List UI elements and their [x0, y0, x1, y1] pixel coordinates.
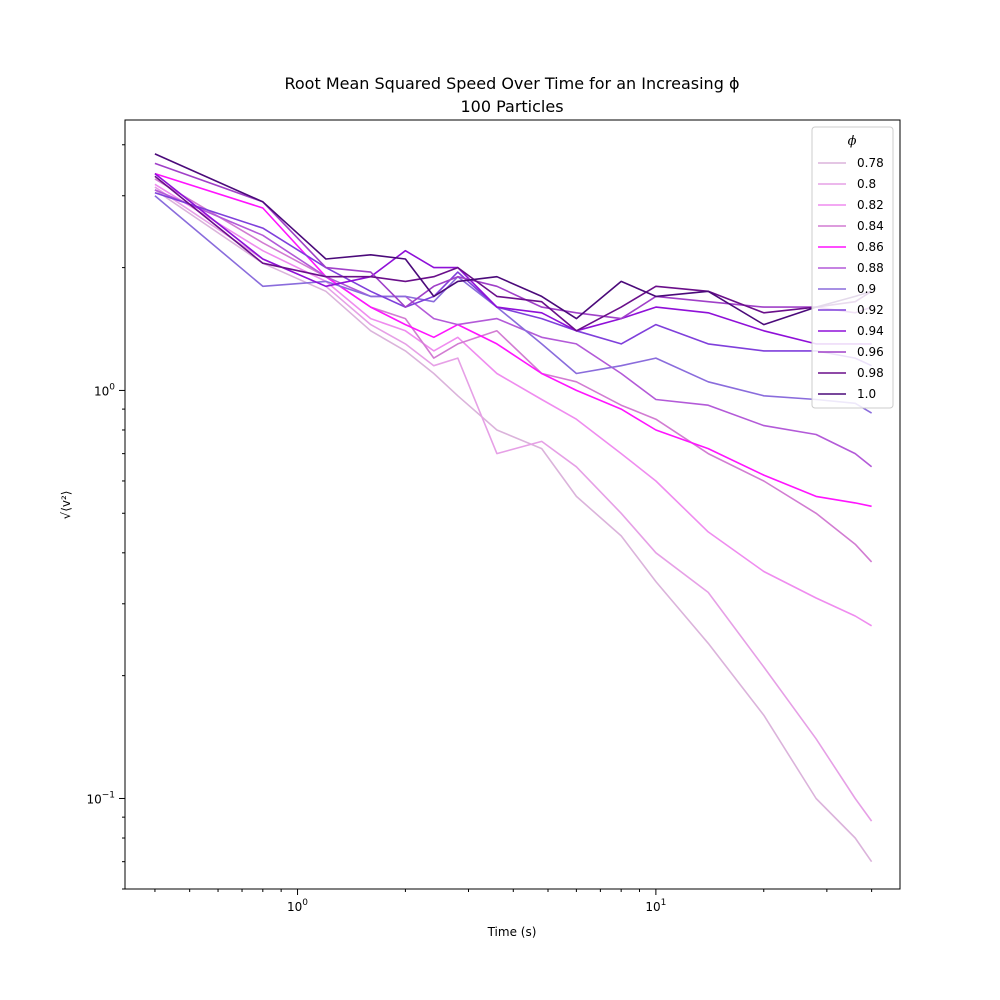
x-axis-label: Time (s): [487, 925, 537, 939]
legend-entry-11: 1.0: [857, 387, 876, 401]
y-tick-label-1: 100: [94, 382, 115, 398]
legend-entry-1: 0.8: [857, 177, 876, 191]
legend-entry-3: 0.84: [857, 219, 884, 233]
x-tick-label-0: 100: [287, 898, 308, 914]
legend-items: 0.78 0.8 0.82 0.84 0.86 0.88 0.9 0.92 0.94 0.96 0.…: [818, 156, 884, 401]
legend-entry-4: 0.86: [857, 240, 884, 254]
x-tick-label-1: 101: [645, 898, 666, 914]
legend-entry-6: 0.9: [857, 282, 876, 296]
series-line-10: [154, 175, 873, 332]
series-line-1: [154, 186, 873, 822]
legend-title: ϕ: [848, 134, 857, 149]
chart-title: Root Mean Squared Speed Over Time for an…: [284, 74, 739, 93]
series-line-6: [154, 195, 873, 414]
legend-box: [811, 126, 894, 409]
legend-entry-2: 0.82: [857, 198, 884, 212]
y-axis-ticks: 10−1 100: [86, 144, 125, 890]
series-line-11: [154, 153, 872, 326]
legend-entry-8: 0.94: [857, 324, 884, 338]
chart-subtitle: 100 Particles: [460, 97, 563, 116]
y-tick-label-0: 10−1: [86, 790, 115, 806]
series-line-0: [154, 189, 873, 863]
series-lines: [154, 153, 873, 863]
legend-entry-10: 0.98: [857, 366, 884, 380]
legend-entry-9: 0.96: [857, 345, 884, 359]
series-line-7: [154, 192, 872, 367]
legend-entry-0: 0.78: [857, 156, 884, 170]
series-line-9: [154, 162, 872, 320]
series-line-5: [154, 189, 873, 468]
series-line-8: [154, 172, 872, 345]
series-line-4: [154, 172, 872, 508]
x-axis-ticks: 100 101: [154, 889, 873, 914]
legend-entry-7: 0.92: [857, 303, 884, 317]
legend-entry-5: 0.88: [857, 261, 884, 275]
legend: ϕ 0.78 0.8 0.82 0.84 0.86 0.88 0.9 0.92 0.94 0.96…: [811, 126, 894, 409]
series-line-2: [154, 183, 873, 627]
plot-frame: [124, 119, 901, 890]
plot-area: [154, 153, 873, 863]
series-line-3: [154, 178, 873, 563]
y-axis-label: √⟨v²⟩: [59, 491, 73, 520]
